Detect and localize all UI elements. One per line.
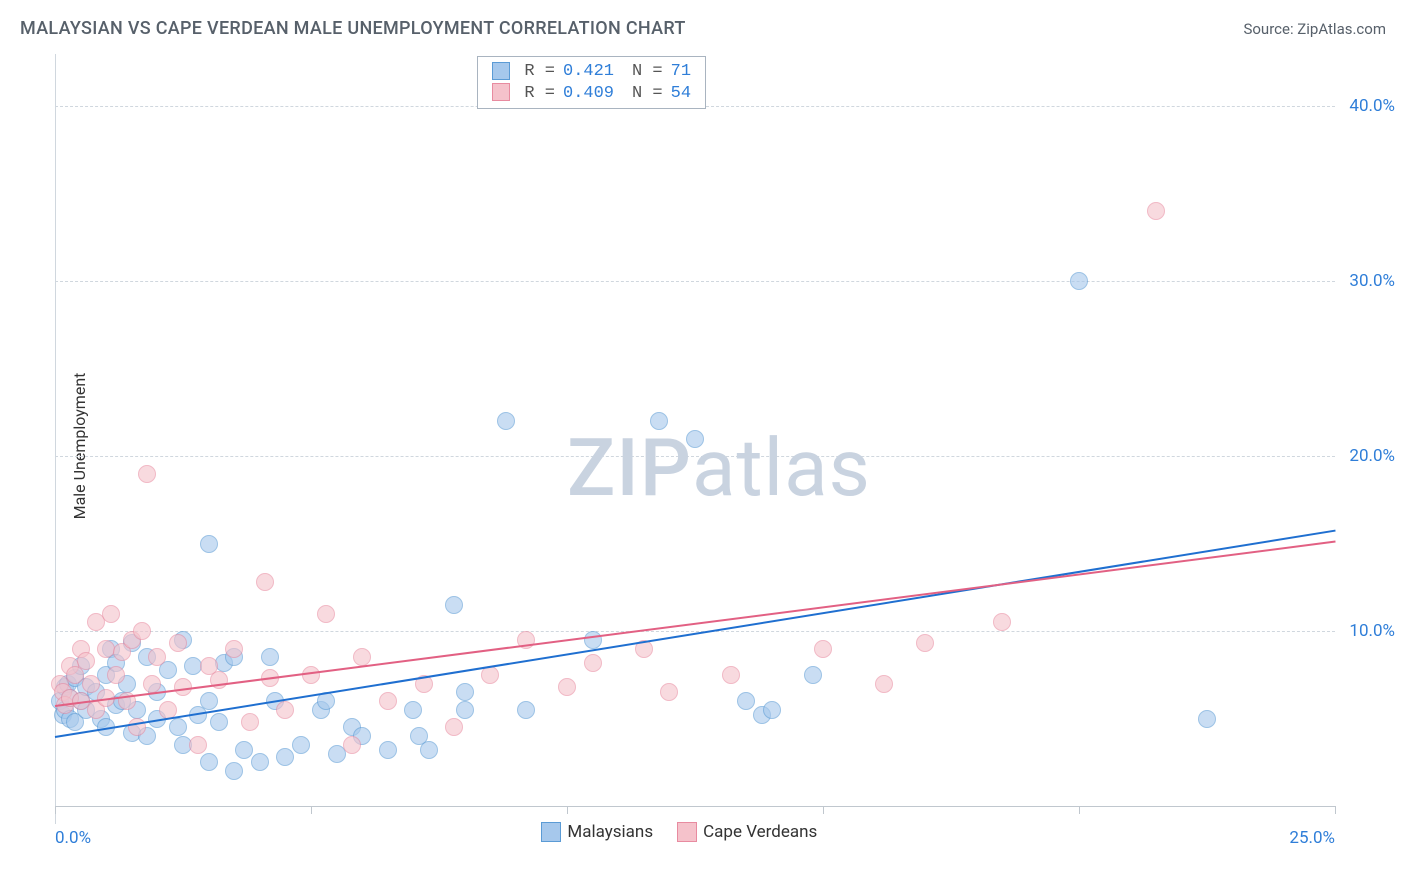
data-point <box>225 762 243 780</box>
data-point <box>200 535 218 553</box>
data-point <box>77 652 95 670</box>
chart-title: MALAYSIAN VS CAPE VERDEAN MALE UNEMPLOYM… <box>20 18 686 39</box>
data-point <box>256 573 274 591</box>
data-point <box>517 701 535 719</box>
y-tick-label: 40.0% <box>1340 96 1395 116</box>
data-point <box>138 465 156 483</box>
data-point <box>343 736 361 754</box>
data-point <box>225 640 243 658</box>
data-point <box>722 666 740 684</box>
data-point <box>102 605 120 623</box>
watermark: ZIPatlas <box>567 421 871 515</box>
y-tick-label: 20.0% <box>1340 446 1395 466</box>
x-tick <box>567 806 568 814</box>
data-point <box>814 640 832 658</box>
x-tick-label: 0.0% <box>55 828 91 848</box>
legend-swatch <box>492 83 510 101</box>
data-point <box>404 701 422 719</box>
data-point <box>82 675 100 693</box>
data-point <box>317 605 335 623</box>
plot-surface: 10.0%20.0%30.0%40.0%0.0%25.0%ZIPatlasR =… <box>55 54 1335 824</box>
data-point <box>584 631 602 649</box>
x-tick <box>1335 806 1336 814</box>
regression-line <box>55 530 1335 738</box>
data-point <box>210 713 228 731</box>
data-point <box>169 718 187 736</box>
data-point <box>650 412 668 430</box>
data-point <box>241 713 259 731</box>
regression-line <box>55 540 1335 706</box>
source-label: Source: ZipAtlas.com <box>1243 20 1386 38</box>
x-axis-line <box>55 806 1335 807</box>
legend-item: Malaysians <box>541 822 653 842</box>
correlation-legend: R =0.421N =71R =0.409N =54 <box>477 56 706 109</box>
data-point <box>993 613 1011 631</box>
legend-label: Cape Verdeans <box>703 822 817 842</box>
data-point <box>1198 710 1216 728</box>
y-tick-label: 10.0% <box>1340 621 1395 641</box>
data-point <box>686 430 704 448</box>
data-point <box>916 634 934 652</box>
data-point <box>763 701 781 719</box>
data-point <box>200 753 218 771</box>
data-point <box>143 675 161 693</box>
legend-item: Cape Verdeans <box>677 822 817 842</box>
data-point <box>235 741 253 759</box>
data-point <box>456 701 474 719</box>
x-tick <box>311 806 312 814</box>
data-point <box>379 741 397 759</box>
gridline <box>55 281 1335 282</box>
data-point <box>379 692 397 710</box>
data-point <box>445 718 463 736</box>
x-tick <box>55 806 56 814</box>
legend-swatch <box>541 822 561 842</box>
chart-container: MALAYSIAN VS CAPE VERDEAN MALE UNEMPLOYM… <box>0 0 1406 892</box>
data-point <box>584 654 602 672</box>
data-point <box>737 692 755 710</box>
data-point <box>445 596 463 614</box>
data-point <box>804 666 822 684</box>
data-point <box>107 666 125 684</box>
data-point <box>1070 272 1088 290</box>
data-point <box>276 748 294 766</box>
data-point <box>497 412 515 430</box>
series-legend: Malaysians Cape Verdeans <box>541 822 817 842</box>
data-point <box>148 648 166 666</box>
data-point <box>660 683 678 701</box>
data-point <box>420 741 438 759</box>
data-point <box>251 753 269 771</box>
y-tick-label: 30.0% <box>1340 271 1395 291</box>
x-tick-label: 25.0% <box>1289 828 1335 848</box>
x-tick <box>1079 806 1080 814</box>
data-point <box>558 678 576 696</box>
legend-label: Malaysians <box>567 822 653 842</box>
legend-swatch <box>677 822 697 842</box>
data-point <box>189 736 207 754</box>
data-point <box>1147 202 1165 220</box>
x-tick <box>823 806 824 814</box>
header: MALAYSIAN VS CAPE VERDEAN MALE UNEMPLOYM… <box>20 18 1386 39</box>
data-point <box>292 736 310 754</box>
data-point <box>200 692 218 710</box>
legend-swatch <box>492 62 510 80</box>
data-point <box>456 683 474 701</box>
data-point <box>133 622 151 640</box>
data-point <box>875 675 893 693</box>
data-point <box>169 634 187 652</box>
plot-area: 10.0%20.0%30.0%40.0%0.0%25.0%ZIPatlasR =… <box>55 54 1335 824</box>
data-point <box>261 648 279 666</box>
gridline <box>55 456 1335 457</box>
data-point <box>276 701 294 719</box>
